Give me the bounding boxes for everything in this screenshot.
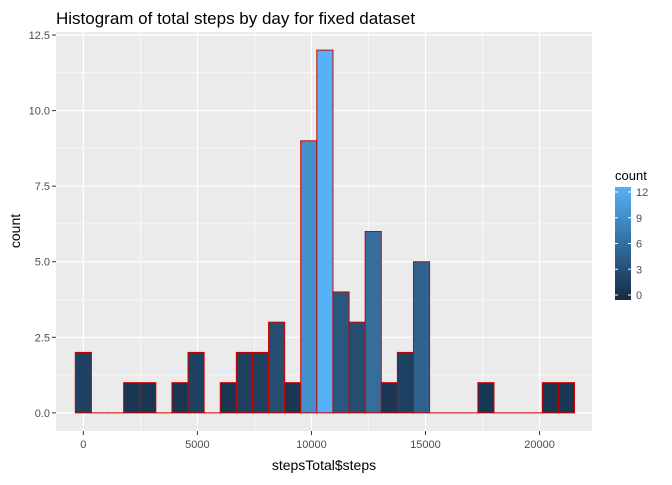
histogram-bar	[301, 141, 317, 413]
histogram-bar	[558, 383, 574, 413]
histogram-bar	[172, 383, 188, 413]
histogram-bar	[124, 383, 140, 413]
histogram-bar	[381, 383, 397, 413]
y-tick-label: 7.5	[35, 181, 50, 193]
histogram-bar	[413, 262, 429, 413]
histogram-bar	[252, 352, 268, 412]
histogram-bar	[220, 383, 236, 413]
y-tick-label: 2.5	[35, 332, 50, 344]
x-tick-label: 20000	[524, 439, 555, 451]
histogram-bar	[317, 50, 333, 413]
legend: count 0 3 6 9 12	[615, 168, 648, 302]
legend-tick-label: 0	[636, 290, 642, 302]
histogram-bar	[542, 383, 558, 413]
x-tick-label: 10000	[296, 439, 327, 451]
histogram-bar	[365, 232, 381, 413]
y-tick-label: 5.0	[35, 257, 50, 269]
legend-tick-label: 3	[636, 264, 642, 276]
y-tick-label: 0.0	[35, 408, 50, 420]
x-tick-label: 15000	[410, 439, 441, 451]
y-axis-ticks: 0.0 2.5 5.0 7.5 10.0 12.5	[29, 30, 56, 420]
histogram-bar	[269, 322, 285, 413]
y-tick-label: 12.5	[29, 30, 50, 42]
histogram-bar	[333, 292, 349, 413]
legend-title: count	[615, 168, 647, 183]
histogram-bar	[397, 352, 413, 412]
histogram-bar	[349, 322, 365, 413]
x-axis-title: stepsTotal$steps	[272, 457, 376, 473]
legend-tick-label: 12	[636, 187, 648, 199]
histogram-bar	[75, 352, 91, 412]
legend-tick-label: 9	[636, 213, 642, 225]
histogram-bar	[285, 383, 301, 413]
chart-title: Histogram of total steps by day for fixe…	[56, 9, 415, 28]
x-tick-label: 0	[80, 439, 86, 451]
y-tick-label: 10.0	[29, 106, 50, 118]
x-tick-label: 5000	[185, 439, 209, 451]
histogram-bar	[478, 383, 494, 413]
histogram-bar	[140, 383, 156, 413]
histogram-bar	[188, 352, 204, 412]
y-axis-title: count	[7, 214, 23, 248]
legend-tick-label: 6	[636, 239, 642, 251]
x-axis-ticks: 0 5000 10000 15000 20000	[80, 431, 555, 451]
histogram-bar	[236, 352, 252, 412]
